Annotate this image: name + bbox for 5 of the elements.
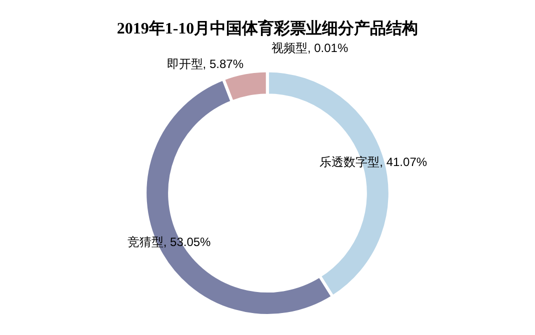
slice-label: 视频型, 0.01% <box>271 41 348 56</box>
slice-label: 即开型, 5.87% <box>166 57 244 72</box>
slice-label: 竞猜型, 53.05% <box>127 234 212 249</box>
chart-title: 2019年1-10月中国体育彩票业细分产品结构 <box>116 18 418 38</box>
slice-label: 乐透数字型, 41.07% <box>320 154 428 169</box>
